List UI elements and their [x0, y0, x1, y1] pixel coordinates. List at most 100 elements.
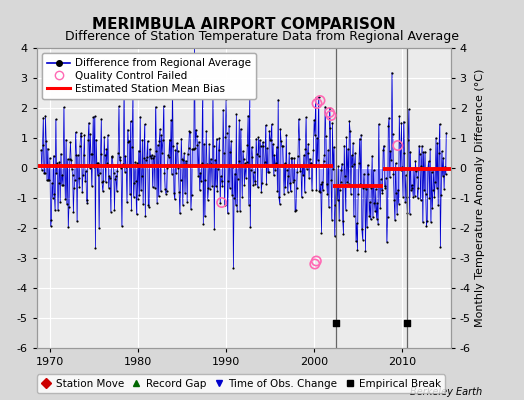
- Point: [225, 122, 233, 129]
- Point: [96, 151, 105, 158]
- Point: [304, 141, 312, 147]
- Point: [163, 165, 171, 171]
- Point: [415, 142, 423, 149]
- Point: [288, 155, 296, 161]
- Point: [406, 210, 414, 217]
- Point: [333, 197, 342, 203]
- Point: [379, 147, 387, 153]
- Point: [362, 186, 370, 192]
- Point: [189, 146, 197, 153]
- Point: [43, 145, 52, 152]
- Point: [422, 223, 431, 230]
- Point: [105, 173, 114, 179]
- Point: [308, 187, 316, 193]
- Point: [380, 142, 388, 149]
- Point: [132, 211, 140, 218]
- Point: [371, 208, 379, 214]
- Point: [256, 137, 264, 143]
- Point: [297, 163, 305, 169]
- Point: [132, 178, 140, 185]
- Point: [112, 173, 120, 180]
- Point: [417, 197, 425, 204]
- Point: [146, 146, 154, 152]
- Point: [394, 142, 402, 149]
- Point: [104, 184, 113, 191]
- Point: [137, 172, 146, 179]
- Point: [368, 153, 376, 159]
- Point: [80, 132, 89, 138]
- Point: [331, 202, 340, 208]
- Point: [158, 149, 167, 156]
- Point: [307, 159, 315, 166]
- Point: [184, 151, 192, 158]
- Point: [419, 149, 428, 156]
- Point: [394, 187, 402, 193]
- Point: [127, 206, 136, 213]
- Point: [309, 162, 317, 168]
- Point: [361, 184, 369, 190]
- Point: [71, 129, 80, 136]
- Point: [302, 166, 311, 172]
- Point: [38, 167, 46, 173]
- Point: [69, 172, 77, 178]
- Point: [72, 152, 81, 158]
- Point: [194, 172, 202, 179]
- Point: [439, 173, 447, 179]
- Point: [363, 224, 371, 230]
- Point: [204, 185, 213, 191]
- Point: [421, 190, 430, 197]
- Point: [283, 167, 291, 174]
- Point: [207, 161, 215, 167]
- Point: [115, 103, 123, 109]
- Point: [83, 200, 92, 206]
- Legend: Station Move, Record Gap, Time of Obs. Change, Empirical Break: Station Move, Record Gap, Time of Obs. C…: [37, 374, 445, 393]
- Point: [355, 160, 363, 166]
- Point: [184, 145, 193, 151]
- Point: [210, 226, 219, 232]
- Point: [303, 150, 312, 156]
- Point: [364, 162, 372, 168]
- Point: [345, 118, 354, 124]
- Point: [123, 199, 131, 206]
- Point: [110, 207, 118, 213]
- Point: [205, 141, 213, 147]
- Point: [296, 168, 304, 174]
- Point: [382, 175, 390, 181]
- Point: [254, 134, 263, 140]
- Point: [265, 128, 274, 134]
- Point: [239, 156, 248, 162]
- Point: [294, 153, 302, 159]
- Point: [388, 131, 397, 138]
- Point: [60, 104, 68, 110]
- Point: [78, 189, 86, 195]
- Point: [301, 146, 310, 152]
- Point: [58, 172, 67, 178]
- Point: [331, 233, 339, 240]
- Point: [305, 175, 313, 182]
- Point: [313, 135, 321, 141]
- Point: [247, 144, 256, 150]
- Point: [377, 176, 385, 182]
- Point: [124, 139, 133, 145]
- Point: [212, 136, 221, 142]
- Point: [250, 178, 259, 184]
- Point: [328, 120, 336, 126]
- Point: [376, 205, 385, 211]
- Point: [384, 123, 392, 130]
- Point: [86, 131, 94, 137]
- Point: [140, 121, 149, 128]
- Point: [197, 178, 205, 184]
- Point: [201, 213, 209, 220]
- Point: [258, 180, 266, 186]
- Point: [84, 137, 92, 143]
- Point: [37, 147, 45, 153]
- Point: [417, 163, 425, 170]
- Point: [246, 224, 255, 230]
- Point: [151, 104, 160, 110]
- Point: [153, 200, 161, 206]
- Point: [294, 116, 303, 122]
- Point: [82, 197, 91, 204]
- Point: [386, 174, 394, 180]
- Point: [216, 200, 224, 207]
- Point: [169, 143, 178, 149]
